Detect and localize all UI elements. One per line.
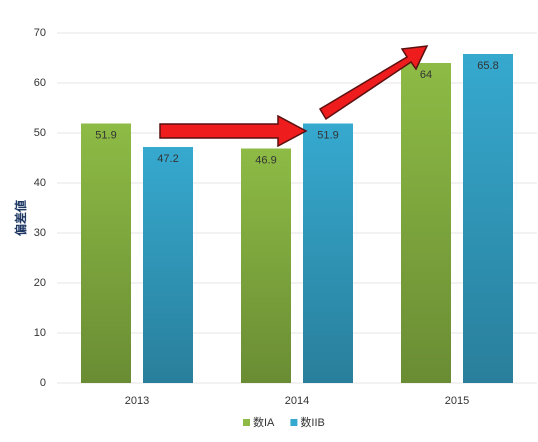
x-tick-label: 2015 bbox=[445, 395, 469, 407]
y-tick-label: 0 bbox=[40, 377, 46, 389]
value-label: 51.9 bbox=[95, 129, 116, 141]
legend-swatch bbox=[290, 419, 298, 426]
y-tick-label: 70 bbox=[34, 27, 46, 39]
bar-shade bbox=[463, 54, 513, 383]
x-tick-label: 2014 bbox=[285, 395, 309, 407]
y-tick-label: 10 bbox=[34, 327, 46, 339]
x-tick-label: 2013 bbox=[125, 395, 149, 407]
arrow bbox=[318, 45, 429, 121]
arrow bbox=[159, 114, 308, 148]
value-label: 64 bbox=[420, 69, 432, 81]
bar-shade bbox=[81, 123, 131, 383]
legend-swatch bbox=[243, 419, 250, 426]
bar-shade bbox=[303, 123, 353, 383]
bar-shade bbox=[241, 148, 291, 383]
y-axis-title: 偏差値 bbox=[13, 200, 28, 236]
legend-label: 数IA bbox=[253, 416, 275, 429]
y-tick-label: 40 bbox=[34, 177, 46, 189]
y-tick-label: 20 bbox=[34, 277, 46, 289]
y-tick-label: 30 bbox=[34, 227, 46, 239]
value-label: 46.9 bbox=[255, 154, 276, 166]
value-label: 47.2 bbox=[157, 153, 178, 165]
value-label: 51.9 bbox=[317, 129, 338, 141]
bar-shade bbox=[143, 147, 193, 383]
bar-shade bbox=[401, 63, 451, 383]
value-label: 65.8 bbox=[477, 60, 498, 72]
legend-label: 数IIB bbox=[300, 416, 324, 429]
y-tick-label: 50 bbox=[34, 127, 46, 139]
y-tick-label: 60 bbox=[34, 77, 46, 89]
